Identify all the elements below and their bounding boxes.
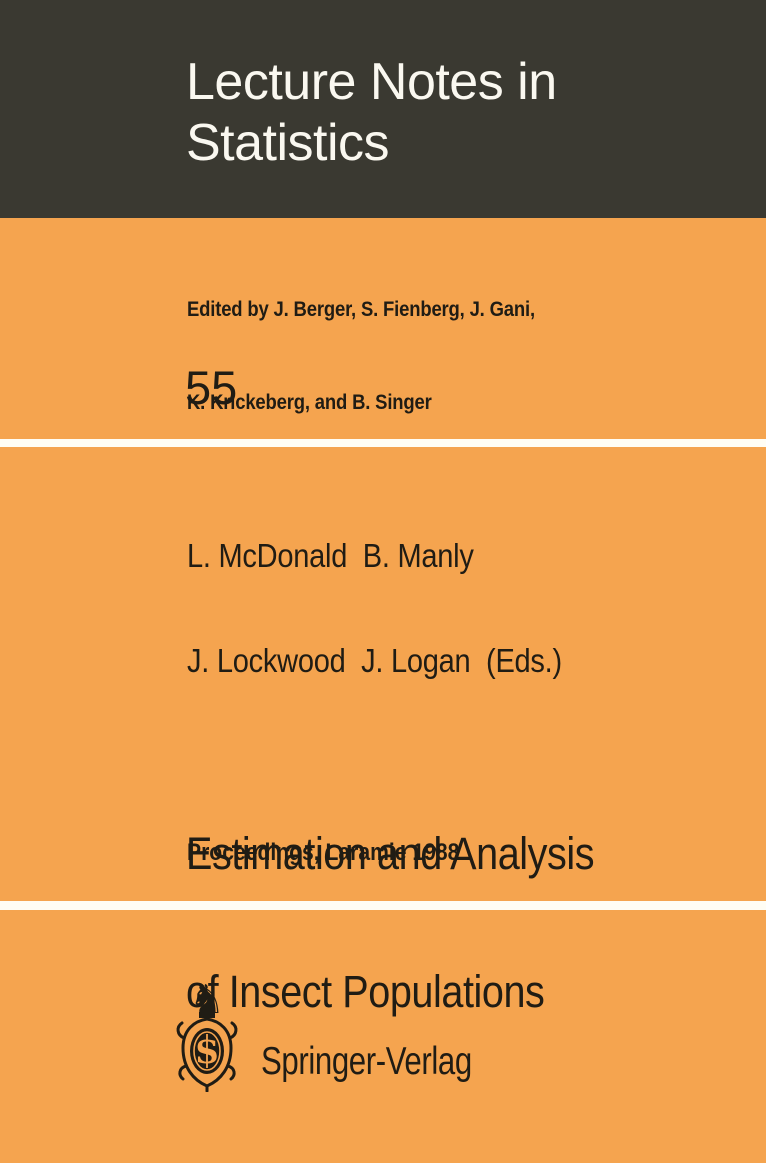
book-title-line2: of Insect Populations — [186, 966, 545, 1017]
series-editors-line1: Edited by J. Berger, S. Fienberg, J. Gan… — [187, 298, 535, 321]
book-subtitle: Proceedings, Laramie 1988 — [187, 839, 460, 866]
divider-bottom — [0, 901, 766, 910]
series-header-band: Lecture Notes in Statistics — [0, 0, 766, 218]
series-editors: Edited by J. Berger, S. Fienberg, J. Gan… — [187, 232, 535, 480]
volume-editors-line2: J. Lockwood J. Logan (Eds.) — [187, 642, 562, 679]
publisher-name: Springer-Verlag — [261, 1040, 472, 1083]
volume-editors: L. McDonald B. Manly J. Lockwood J. Loga… — [187, 468, 562, 748]
springer-logo-icon: ♞ S — [176, 980, 238, 1092]
publisher-row: ♞ S Springer-Verlag — [170, 980, 524, 1092]
volume-editors-line1: L. McDonald B. Manly — [187, 537, 474, 574]
series-title: Lecture Notes in Statistics — [186, 52, 557, 174]
shield-ornament — [176, 1017, 238, 1092]
book-title-line1: Estimation and Analysis — [186, 828, 595, 879]
seal-letter: S — [195, 1033, 218, 1071]
book-title: Estimation and Analysis of Insect Popula… — [186, 739, 595, 1107]
volume-number: 55 — [185, 361, 238, 414]
series-title-line2: Statistics — [186, 114, 390, 172]
divider-top — [0, 439, 766, 447]
series-title-line1: Lecture Notes in — [186, 53, 557, 111]
series-editors-line2: K. Krickeberg, and B. Singer — [187, 391, 432, 414]
